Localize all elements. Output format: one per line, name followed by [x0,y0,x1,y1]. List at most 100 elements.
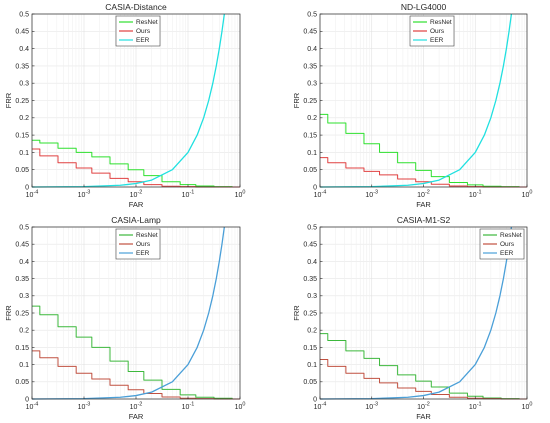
series-line-eer [31,226,225,400]
x-tick-label: 10-3 [78,190,91,200]
x-tick-label: 10-2 [130,190,143,200]
series-line-resnet [320,333,527,400]
legend-label-ours: Ours [500,241,515,248]
series-line-eer [319,226,513,400]
x-tick-label: 10-2 [130,402,143,412]
y-tick-label: 0.1 [19,362,29,369]
y-tick-label: 0.15 [15,133,29,140]
series-line-resnet [32,139,240,188]
y-tick-label: 0 [313,184,317,191]
y-tick-label: 0.15 [303,133,317,140]
legend-label-resnet: ResNet [500,232,522,239]
legend-label-resnet: ResNet [136,19,158,26]
chart-title: CASIA-Distance [105,2,167,12]
x-tick-label: 10-2 [417,402,430,412]
y-tick-label: 0.35 [15,63,29,70]
y-axis-label: FRR [4,305,13,321]
y-tick-label: 0.25 [15,310,29,317]
x-tick-label: 100 [235,402,246,412]
y-tick-label: 0.5 [19,11,29,18]
chart-title: CASIA-Lamp [111,215,161,225]
y-tick-label: 0.3 [19,293,29,300]
x-axis-label: FAR [416,412,431,421]
x-tick-label: 10-3 [365,402,378,412]
y-tick-label: 0.2 [307,115,317,122]
legend-label-ours: Ours [430,28,445,35]
y-tick-label: 0.05 [303,167,317,174]
y-tick-label: 0.2 [19,115,29,122]
x-tick-label: 10-1 [469,402,482,412]
y-tick-label: 0.15 [15,345,29,352]
x-tick-label: 10-1 [182,190,195,200]
y-tick-label: 0 [313,396,317,403]
series-line-resnet [32,305,240,400]
x-tick-label: 10-3 [365,190,378,200]
chart-title: ND-LG4000 [401,2,447,12]
panel-2: 0 0.05 0.1 0.15 0.2 0.25 0.3 0.35 0.4 0.45 0.5 10-4… [292,2,532,209]
legend-label-eer: EER [500,250,514,257]
y-tick-label: 0.1 [19,150,29,157]
legend-label-ours: Ours [136,28,151,35]
y-axis-label: FRR [292,92,301,108]
y-tick-label: 0.1 [307,362,317,369]
y-tick-label: 0.5 [307,11,317,18]
y-tick-label: 0.15 [303,345,317,352]
panel-3: 0 0.05 0.1 0.15 0.2 0.25 0.3 0.35 0.4 0.45 0.5 10-4… [4,215,245,421]
x-tick-label: 100 [522,402,533,412]
y-tick-label: 0.45 [303,242,317,249]
y-tick-label: 0.4 [19,46,29,53]
y-tick-label: 0.05 [15,167,29,174]
x-tick-label: 10-4 [26,190,39,200]
x-tick-label: 10-3 [78,402,91,412]
legend-label-eer: EER [136,37,150,44]
y-tick-label: 0.2 [307,328,317,335]
y-tick-label: 0.05 [303,379,317,386]
y-tick-label: 0.45 [15,242,29,249]
y-tick-label: 0.4 [307,259,317,266]
y-tick-label: 0 [25,184,29,191]
y-tick-label: 0.25 [303,310,317,317]
y-tick-label: 0.25 [15,98,29,105]
legend-label-resnet: ResNet [430,19,452,26]
legend: ResNet Ours EER [479,228,525,260]
y-tick-label: 0 [25,396,29,403]
series-line-resnet [320,113,527,188]
legend: ResNet Ours EER [409,15,455,47]
y-tick-label: 0.3 [307,81,317,88]
y-tick-label: 0.1 [307,150,317,157]
series-line-eer [31,13,225,188]
x-tick-label: 10-2 [417,190,430,200]
y-tick-label: 0.4 [307,46,317,53]
legend-label-eer: EER [430,37,444,44]
legend: ResNet Ours EER [115,15,161,47]
x-tick-label: 10-1 [182,402,195,412]
y-tick-label: 0.45 [15,29,29,36]
y-axis-label: FRR [4,92,13,108]
y-tick-label: 0.5 [307,224,317,231]
y-tick-label: 0.35 [303,63,317,70]
x-tick-label: 100 [522,190,533,200]
x-tick-label: 10-1 [469,190,482,200]
y-axis-label: FRR [292,305,301,321]
chart-title: CASIA-M1-S2 [397,215,451,225]
y-tick-label: 0.2 [19,328,29,335]
legend: ResNet Ours EER [115,228,161,260]
x-axis-label: FAR [416,200,431,209]
y-tick-label: 0.3 [19,81,29,88]
panel-4: 0 0.05 0.1 0.15 0.2 0.25 0.3 0.35 0.4 0.45 0.5 10-4… [292,215,532,421]
y-tick-label: 0.05 [15,379,29,386]
x-tick-label: 10-4 [314,190,327,200]
y-tick-label: 0.45 [303,29,317,36]
y-tick-label: 0.4 [19,259,29,266]
legend-label-ours: Ours [136,241,151,248]
y-tick-label: 0.35 [15,276,29,283]
legend-label-eer: EER [136,250,150,257]
series-line-eer [319,13,513,188]
x-axis-label: FAR [129,200,144,209]
y-tick-label: 0.35 [303,276,317,283]
x-tick-label: 10-4 [314,402,327,412]
y-tick-label: 0.25 [303,98,317,105]
x-tick-label: 10-4 [26,402,39,412]
legend-label-resnet: ResNet [136,232,158,239]
